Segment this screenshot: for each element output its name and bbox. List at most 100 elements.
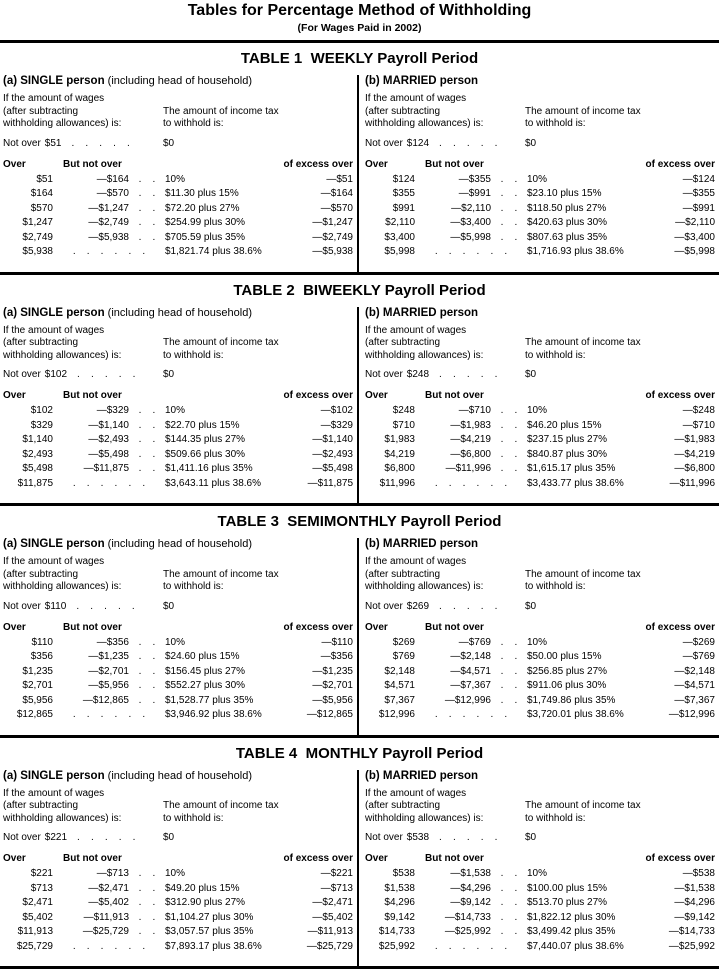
- of-excess-over-value: —$51: [326, 173, 353, 188]
- not-over-group: Not over$124. . . . .: [365, 137, 525, 150]
- dot-leader: . . . . . .: [53, 245, 165, 260]
- tax-formula: $513.70 plus 27%: [527, 896, 607, 911]
- tax-formula: $46.20 plus 15%: [527, 419, 602, 434]
- not-over-group: Not over$248. . . . .: [365, 368, 525, 381]
- dot-leader: . .: [129, 679, 165, 694]
- bracket-row: $2,493—$5,498. .$509.66 plus 30%—$2,493: [3, 448, 353, 463]
- but-not-over-value: —$9,142: [415, 896, 491, 911]
- but-not-over-value: —$570: [53, 187, 129, 202]
- tax-line: The amount of income tax: [525, 569, 715, 582]
- over-value: $124: [365, 173, 415, 188]
- not-over-prefix: Not over: [365, 368, 403, 381]
- col-header-but-not-over: But not over: [415, 389, 527, 402]
- tax-line: to withhold is:: [163, 350, 353, 363]
- not-over-amount: $110: [45, 600, 67, 613]
- but-not-over-value: —$2,493: [53, 433, 129, 448]
- tax-formula: $1,749.86 plus 35%: [527, 694, 615, 709]
- bracket-row: $4,571—$7,367. .$911.06 plus 30%—$4,571: [365, 679, 715, 694]
- over-value: $4,219: [365, 448, 415, 463]
- over-value: $991: [365, 202, 415, 217]
- wages-line: (after subtracting: [365, 337, 525, 350]
- not-over-prefix: Not over: [365, 600, 403, 613]
- payroll-table-section: TABLE 2 BIWEEKLY Payroll Period(a) SINGL…: [0, 272, 719, 504]
- bracket-row: $7,367—$12,996. .$1,749.86 plus 35%—$7,3…: [365, 694, 715, 709]
- panel-heading: (a) SINGLE person (including head of hou…: [3, 770, 353, 782]
- dot-leader: . .: [129, 433, 165, 448]
- of-excess-over-value: —$4,219: [674, 448, 715, 463]
- panel-heading-bold: (b) MARRIED person: [365, 307, 478, 319]
- zero-amount: $0: [163, 137, 174, 150]
- panel-heading-bold: (a) SINGLE person: [3, 75, 105, 87]
- of-excess-over-value: —$221: [321, 867, 353, 882]
- tax-formula: $7,440.07 plus 38.6%: [527, 940, 624, 955]
- bracket-row: $5,402—$11,913. .$1,104.27 plus 30%—$5,4…: [3, 911, 353, 926]
- bracket-row: $11,875. . . . . .$3,643.11 plus 38.6%—$…: [3, 477, 353, 492]
- wages-line: If the amount of wages: [3, 325, 163, 338]
- dot-leader: . .: [491, 679, 527, 694]
- not-over-line: Not over$248. . . . .$0: [365, 368, 715, 381]
- wage-tax-intro: If the amount of wages(after subtracting…: [365, 93, 715, 131]
- table-title: TABLE 2 BIWEEKLY Payroll Period: [0, 282, 719, 299]
- bracket-row: $25,992. . . . . .$7,440.07 plus 38.6%—$…: [365, 940, 715, 955]
- but-not-over-value: —$5,998: [415, 231, 491, 246]
- not-over-line: Not over$269. . . . .$0: [365, 600, 715, 613]
- col-header-of-excess-over: of excess over: [284, 852, 354, 865]
- bracket-row: $164—$570. .$11.30 plus 15%—$164: [3, 187, 353, 202]
- of-excess-over-value: —$1,235: [312, 665, 353, 680]
- col-header-but-not-over: But not over: [415, 621, 527, 634]
- tax-formula: $509.66 plus 30%: [165, 448, 245, 463]
- of-excess-over-value: —$164: [321, 187, 353, 202]
- tax-formula: 10%: [165, 404, 185, 419]
- dot-leader: . .: [129, 404, 165, 419]
- wages-line: (after subtracting: [3, 800, 163, 813]
- bracket-row: $991—$2,110. .$118.50 plus 27%—$991: [365, 202, 715, 217]
- but-not-over-value: —$5,956: [53, 679, 129, 694]
- but-not-over-value: —$5,938: [53, 231, 129, 246]
- of-excess-over-value: —$329: [321, 419, 353, 434]
- over-value: $5,938: [3, 245, 53, 260]
- over-value: $25,729: [3, 940, 53, 955]
- col-header-but-not-over: But not over: [415, 852, 527, 865]
- not-over-amount: $248: [407, 368, 429, 381]
- dot-leader: . . . . .: [77, 368, 157, 381]
- not-over-line: Not over$102. . . . .$0: [3, 368, 353, 381]
- over-value: $164: [3, 187, 53, 202]
- dot-leader: . .: [129, 419, 165, 434]
- of-excess-over-value: —$356: [321, 650, 353, 665]
- tax-formula: $50.00 plus 15%: [527, 650, 602, 665]
- not-over-amount: $102: [45, 368, 67, 381]
- dot-leader: . .: [491, 694, 527, 709]
- bracket-row: $110—$356. .10%—$110: [3, 636, 353, 651]
- dot-leader: . .: [129, 231, 165, 246]
- dot-leader: . .: [491, 448, 527, 463]
- not-over-amount: $538: [407, 831, 429, 844]
- of-excess-over-value: —$355: [683, 187, 715, 202]
- tax-formula: $22.70 plus 15%: [165, 419, 240, 434]
- wage-tax-intro: If the amount of wages(after subtracting…: [3, 788, 353, 826]
- but-not-over-value: —$11,875: [53, 462, 129, 477]
- col-header-over: Over: [3, 852, 53, 865]
- over-value: $4,571: [365, 679, 415, 694]
- tax-formula: $118.50 plus 27%: [527, 202, 606, 217]
- not-over-amount: $221: [45, 831, 67, 844]
- dot-leader: . .: [491, 925, 527, 940]
- dot-leader: . . . . . .: [415, 708, 527, 723]
- tax-formula: $807.63 plus 35%: [527, 231, 607, 246]
- of-excess-over-value: —$4,571: [674, 679, 715, 694]
- wages-line: (after subtracting: [3, 337, 163, 350]
- over-value: $5,956: [3, 694, 53, 709]
- over-value: $1,140: [3, 433, 53, 448]
- tax-formula: 10%: [165, 867, 185, 882]
- wages-line: (after subtracting: [365, 106, 525, 119]
- dot-leader: . .: [491, 882, 527, 897]
- of-excess-over-value: —$2,701: [312, 679, 353, 694]
- tax-formula: $312.90 plus 27%: [165, 896, 245, 911]
- of-excess-over-value: —$1,538: [674, 882, 715, 897]
